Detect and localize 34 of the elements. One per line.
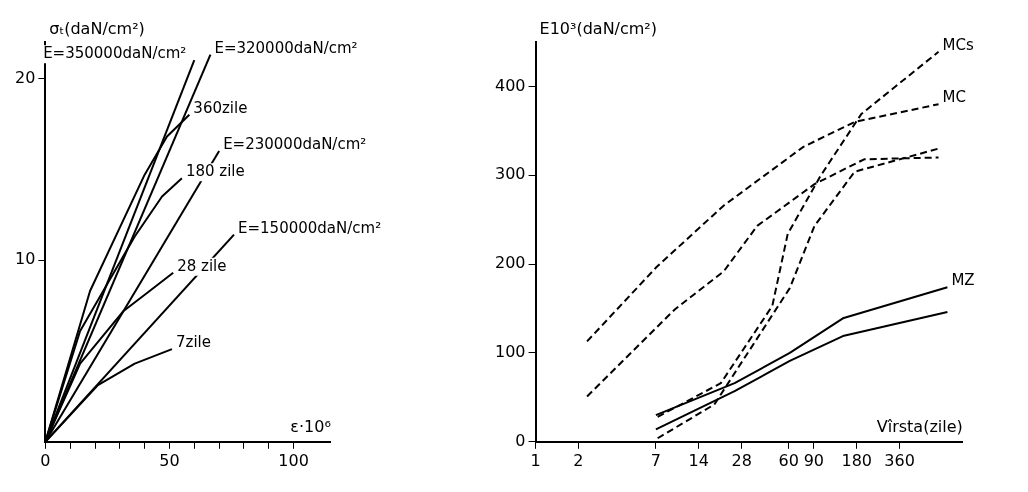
y-tick-label: 300 — [494, 164, 526, 184]
x-tick-label: 90 — [803, 450, 825, 470]
y-axis-title: σₜ(daN/cm²) — [49, 19, 145, 39]
x-tick-label: 60 — [778, 450, 799, 470]
series-label: 7zile — [175, 333, 211, 352]
x-tick-label: 180 — [841, 450, 872, 470]
series-label: E=320000daN/cm² — [214, 38, 358, 57]
series-label: MZ — [951, 271, 975, 290]
series-label: 180 zile — [185, 162, 245, 181]
x-axis-title: Vîrsta(zile) — [876, 416, 963, 436]
series-label: E=230000daN/cm² — [223, 134, 367, 153]
x-tick-label: 0 — [40, 450, 51, 470]
y-tick-label: 0 — [515, 430, 526, 450]
x-tick-label: 7 — [650, 450, 661, 470]
x-axis-title: ε·10⁶ — [290, 416, 331, 436]
y-tick-label: 10 — [15, 249, 36, 269]
x-tick-label: 2 — [573, 450, 584, 470]
x-tick-label: 360 — [884, 450, 915, 470]
y-tick-label: 20 — [15, 67, 36, 87]
series-label: E=150000daN/cm² — [238, 218, 382, 237]
y-tick-label: 400 — [494, 75, 526, 95]
series-label: 28 zile — [177, 256, 227, 275]
series-label: 360zile — [193, 98, 248, 117]
x-tick-label: 100 — [278, 450, 309, 470]
x-tick-label: 1 — [530, 450, 541, 470]
x-tick-label: 28 — [731, 450, 752, 470]
y-tick-label: 200 — [494, 253, 526, 273]
x-tick-label: 50 — [159, 450, 180, 470]
x-tick-label: 14 — [688, 450, 709, 470]
y-axis-title: E10³(daN/cm²) — [539, 19, 658, 39]
series-label: E=350000daN/cm² — [43, 44, 187, 63]
series-label: MC — [942, 88, 966, 107]
y-tick-label: 100 — [494, 342, 526, 362]
series-label: MCs — [942, 35, 974, 54]
